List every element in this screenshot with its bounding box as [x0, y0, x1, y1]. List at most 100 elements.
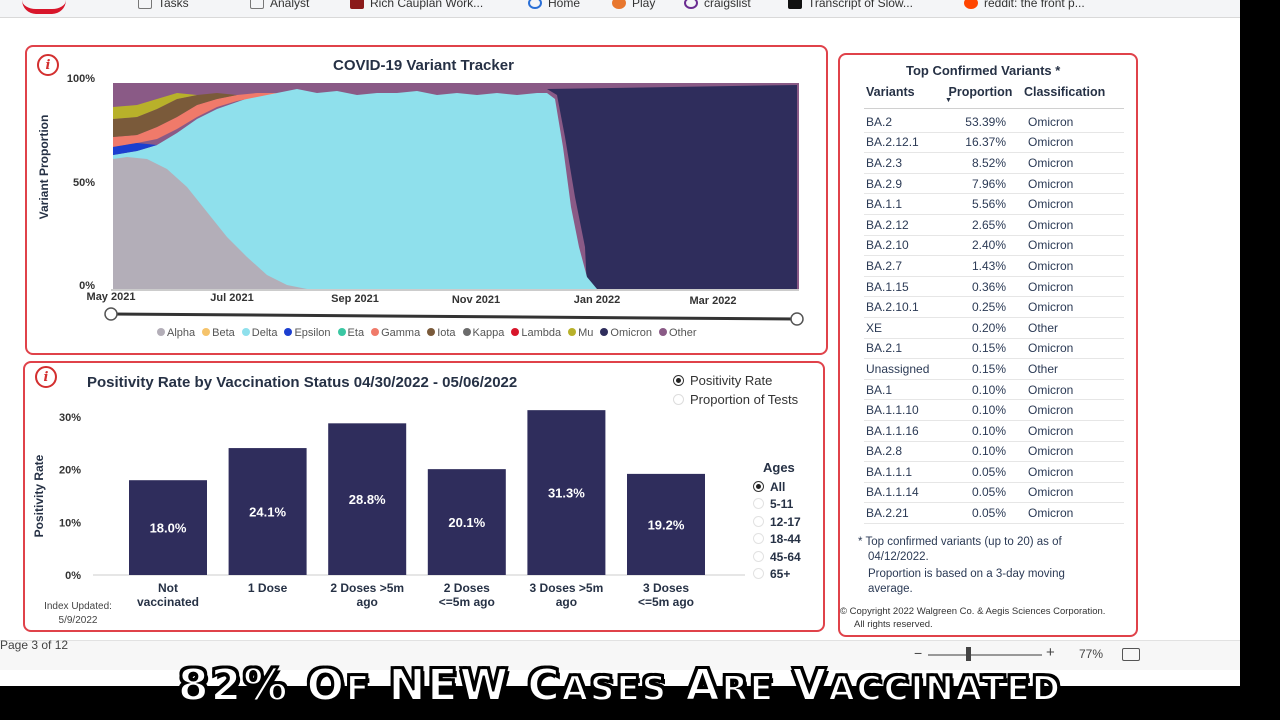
zoom-in-button[interactable]: + [1046, 644, 1055, 661]
bookmark-craigslist[interactable]: craigslist [684, 0, 751, 10]
y-tick-label: 30% [59, 412, 81, 424]
legend-dot [462, 328, 471, 336]
table-row[interactable]: BA.1 0.10% Omicron [864, 380, 1124, 401]
y-axis-label: Variant Proportion [37, 115, 51, 220]
variant-name: BA.1 [866, 382, 893, 397]
table-row[interactable]: BA.2.8 0.10% Omicron [864, 442, 1124, 463]
bookmark-work[interactable]: Rich Cauplan Work... [350, 0, 483, 10]
video-caption: 82% OF NEW CASES ARE VACCINATED [177, 659, 1062, 712]
legend-delta[interactable]: Delta [241, 327, 277, 339]
legend-iota[interactable]: Iota [427, 327, 456, 339]
legend-dot [427, 328, 436, 336]
footnote: * Top confirmed variants (up to 20) as o… [858, 536, 1065, 595]
bookmark-transcript[interactable]: Transcript of Slow... [788, 0, 913, 10]
bar-value-label: 20.1% [448, 515, 485, 530]
play-icon [612, 0, 626, 9]
table-row[interactable]: BA.2.10.1 0.25% Omicron [864, 297, 1124, 318]
legend-kappa[interactable]: Kappa [462, 327, 504, 339]
globe-icon [528, 0, 542, 9]
age-option[interactable]: 12-17 [753, 514, 801, 532]
table-row[interactable]: XE 0.20% Other [864, 318, 1124, 339]
radio-proportion-tests[interactable]: Proportion of Tests [673, 390, 798, 409]
table-row[interactable]: BA.1.15 0.36% Omicron [864, 277, 1124, 298]
legend-epsilon[interactable]: Epsilon [284, 327, 331, 339]
bookmark-tasks[interactable]: Tasks [138, 0, 189, 10]
variant-classification: Omicron [1028, 403, 1074, 418]
table-row[interactable]: BA.2.1 0.15% Omicron [864, 339, 1124, 360]
area-gamma [113, 93, 277, 147]
variant-name: BA.1.1.10 [866, 403, 919, 418]
legend-dot [371, 328, 380, 336]
legend-omicron[interactable]: Omicron [600, 327, 652, 339]
positivity-bar-chart: Positivity Rate 0% 10% 20% 30% 18.0% Notvaccin… [32, 410, 745, 609]
legend-dot [658, 328, 667, 336]
x-tick-nov-2021: Nov 2021 [452, 294, 500, 306]
age-option[interactable]: 65+ [753, 566, 801, 584]
zoom-slider-handle[interactable] [966, 647, 971, 661]
legend-eta[interactable]: Eta [337, 327, 364, 339]
bookmark-play[interactable]: Play [612, 0, 655, 10]
header-classification[interactable]: Classification [1023, 85, 1106, 99]
top-variants-panel: Top Confirmed Variants * Variants Propor… [838, 53, 1138, 637]
legend-other[interactable]: Other [658, 327, 696, 339]
variant-name: BA.2.12 [866, 217, 909, 232]
right-black-bar [1240, 0, 1280, 720]
sort-desc-icon: ▼ [944, 97, 952, 104]
legend-alpha[interactable]: Alpha [157, 327, 195, 339]
table-row[interactable]: BA.1.1 5.56% Omicron [864, 194, 1124, 215]
bookmark-home[interactable]: Home [528, 0, 580, 10]
variant-proportion: 0.05% [971, 464, 1006, 479]
slider-handle-start[interactable] [104, 307, 118, 321]
y-tick-0: 0% [79, 280, 95, 292]
radio-positivity-rate[interactable]: Positivity Rate [673, 371, 798, 390]
table-row[interactable]: BA.1.1.1 0.05% Omicron [864, 462, 1124, 483]
bar-value-label: 18.0% [150, 521, 187, 536]
info-icon[interactable]: i [35, 366, 57, 388]
variant-name: BA.2.1 [866, 341, 903, 356]
table-row[interactable]: BA.1.1.10 0.10% Omicron [864, 400, 1124, 421]
table-row[interactable]: BA.2.12.1 16.37% Omicron [864, 133, 1124, 154]
legend-gamma[interactable]: Gamma [371, 327, 420, 339]
table-row[interactable]: BA.2.10 2.40% Omicron [864, 236, 1124, 257]
header-proportion[interactable]: Proportion ▼ [944, 85, 1013, 104]
variant-proportion: 0.36% [971, 279, 1006, 294]
bookmark-reddit[interactable]: reddit: the front p... [964, 0, 1085, 10]
variant-proportion: 1.43% [971, 258, 1006, 273]
table-row[interactable]: BA.2.7 1.43% Omicron [864, 256, 1124, 277]
header-variants[interactable]: Variants [866, 85, 915, 99]
table-header: Variants Proportion ▼ Classification [864, 85, 1124, 109]
table-row[interactable]: BA.2.21 0.05% Omicron [864, 503, 1124, 524]
table-row[interactable]: BA.2 53.39% Omicron [864, 112, 1124, 133]
legend-beta[interactable]: Beta [202, 327, 235, 339]
table-row[interactable]: Unassigned 0.15% Other [864, 359, 1124, 380]
variant-classification: Omicron [1028, 258, 1074, 273]
variant-proportion: 53.39% [965, 114, 1006, 129]
slider-handle-end[interactable] [790, 312, 804, 326]
zoom-out-button[interactable]: − [914, 645, 923, 661]
info-icon[interactable]: i [37, 54, 59, 76]
fit-page-icon[interactable] [1122, 648, 1140, 661]
zoom-slider[interactable] [928, 654, 1042, 656]
x-tick-jan-2022: Jan 2022 [574, 294, 620, 306]
x-tick-labels: May 2021 Jul 2021 Sep 2021 Nov 2021 Jan … [87, 291, 737, 307]
age-option[interactable]: 18-44 [753, 531, 801, 549]
table-row[interactable]: BA.1.1.16 0.10% Omicron [864, 421, 1124, 442]
bar-value-label: 19.2% [648, 517, 685, 532]
positivity-panel: i Positivity Rate by Vaccination Status … [23, 361, 825, 632]
bottom-black-bar [0, 686, 1280, 720]
age-option[interactable]: All [753, 479, 801, 497]
variant-classification: Omicron [1028, 176, 1074, 191]
table-row[interactable]: BA.2.3 8.52% Omicron [864, 153, 1124, 174]
table-row[interactable]: BA.2.9 7.96% Omicron [864, 174, 1124, 195]
area-alpha [113, 157, 307, 289]
age-option[interactable]: 45-64 [753, 549, 801, 567]
bookmark-analyst[interactable]: Analyst [250, 0, 309, 10]
age-option[interactable]: 5-11 [753, 496, 801, 514]
table-row[interactable]: BA.2.12 2.65% Omicron [864, 215, 1124, 236]
legend-lambda[interactable]: Lambda [511, 327, 561, 339]
table-row[interactable]: BA.1.1.14 0.05% Omicron [864, 483, 1124, 504]
legend-mu[interactable]: Mu [568, 327, 593, 339]
date-range-slider-track[interactable] [110, 312, 798, 321]
doc-icon [250, 0, 264, 9]
bar-value-label: 28.8% [349, 492, 386, 507]
